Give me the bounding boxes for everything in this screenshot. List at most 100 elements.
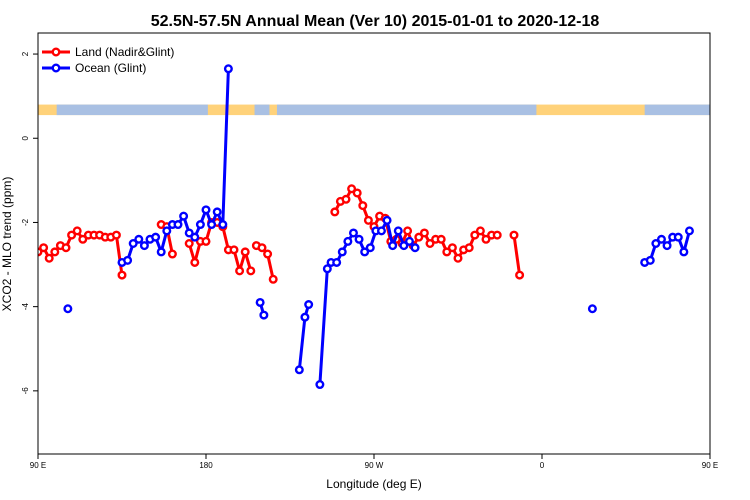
series-0-point-0-6: [67, 230, 77, 240]
series-1-point-1-11: [179, 211, 189, 221]
series-0-point-2-1: [190, 257, 200, 267]
series-1-point-1-4: [139, 241, 149, 251]
ocean-strip-2: [276, 104, 537, 116]
series-1-point-4-0: [315, 380, 325, 390]
series-0-point-4-24: [464, 243, 474, 253]
series-0-point-0-15: [117, 270, 127, 280]
series-1-point-4-16: [404, 236, 414, 246]
series-0-point-0-3: [50, 247, 60, 257]
series-0-point-4-16: [419, 228, 429, 238]
series-1-point-4-6: [348, 228, 358, 238]
series-1-line-1: [121, 68, 230, 264]
series-0-point-5-1: [515, 270, 525, 280]
series-1-point-4-17: [410, 243, 420, 253]
series-2-point-1-4: [662, 241, 672, 251]
series-1-point-4-7: [354, 234, 364, 244]
series-0-point-4-17: [425, 238, 435, 248]
series-2-point-1-1: [645, 255, 655, 265]
x-tick-label-1: 180: [199, 461, 213, 470]
y-tick-label-1: 0: [21, 135, 30, 140]
series-0-point-2-10: [240, 247, 250, 257]
series-0-point-0-5: [61, 243, 71, 253]
legend: Land (Nadir&Glint) Ocean (Glint): [42, 45, 174, 75]
legend-label-0: Land (Nadir&Glint): [75, 45, 174, 59]
x-axis: 90 E 180 90 W 0 90 E: [30, 454, 718, 470]
series-0: [38, 184, 525, 284]
series-2-point-1-2: [651, 238, 661, 248]
y-tick-label-0: 2: [21, 51, 30, 56]
series-1-point-4-12: [382, 215, 392, 225]
series-1-point-1-1: [123, 255, 133, 265]
y-axis-label: XCO2 - MLO trend (ppm): [0, 177, 14, 312]
series-1-point-4-8: [360, 247, 370, 257]
x-tick-label-2: 90 W: [365, 461, 384, 470]
series-1-point-1-12: [184, 228, 194, 238]
series-2-point-0-0: [587, 304, 597, 314]
series-1-point-2-1: [259, 310, 269, 320]
legend-marker-0: [51, 47, 61, 57]
series-0-point-4-2: [341, 194, 351, 204]
series-0-point-3-2: [263, 249, 273, 259]
series-1-point-4-5: [343, 236, 353, 246]
x-tick-label-0: 90 E: [30, 461, 46, 470]
series-1-point-4-11: [376, 226, 386, 236]
series-2: [587, 226, 694, 314]
series-1-point-2-0: [255, 297, 265, 307]
series-1-point-1-16: [207, 220, 217, 230]
legend-marker-1: [51, 63, 61, 73]
series-0-point-4-5: [358, 201, 368, 211]
series-1-point-3-0: [294, 365, 304, 375]
series-1-point-1-6: [151, 232, 161, 242]
series-1-point-4-1: [322, 264, 332, 274]
series-0-point-4-22: [453, 253, 463, 263]
ocean-strip-1: [254, 104, 270, 116]
x-tick-label-4: 90 E: [702, 461, 718, 470]
series-0-point-4-21: [447, 243, 457, 253]
series-1-point-1-7: [156, 247, 166, 257]
chart-title: 52.5N-57.5N Annual Mean (Ver 10) 2015-01…: [151, 13, 600, 30]
series-0-point-4-27: [481, 234, 491, 244]
y-axis: 2 0 -2 -4 -6: [21, 51, 38, 394]
legend-label-1: Ocean (Glint): [75, 61, 146, 75]
series-1-point-3-1: [300, 312, 310, 322]
land-ocean-mask: [38, 104, 710, 116]
series-1-point-1-3: [134, 234, 144, 244]
x-axis-label: Longitude (deg E): [326, 477, 421, 491]
series-0-point-2-11: [246, 266, 256, 276]
series-1-point-1-19: [223, 64, 233, 74]
series-0-point-4-20: [442, 247, 452, 257]
series-1-point-4-15: [399, 241, 409, 251]
series-1-point-1-14: [195, 220, 205, 230]
y-tick-label-2: -2: [21, 218, 30, 226]
series-1-point-1-13: [190, 232, 200, 242]
series-0-point-3-1: [257, 243, 267, 253]
series-0-point-4-25: [470, 230, 480, 240]
series-0-point-0-1: [39, 243, 49, 253]
series-1: [63, 64, 420, 390]
series-1-point-4-14: [393, 226, 403, 236]
series-0-point-4-0: [330, 207, 340, 217]
series-0-point-3-3: [268, 274, 278, 284]
y-tick-label-4: -6: [21, 387, 30, 395]
series-2-point-1-7: [679, 247, 689, 257]
series-0-point-4-3: [347, 184, 357, 194]
series-1-point-1-8: [162, 226, 172, 236]
series-1-point-1-2: [128, 238, 138, 248]
series-0-point-5-0: [509, 230, 519, 240]
y-tick-label-3: -4: [21, 303, 30, 311]
ocean-strip-3: [644, 104, 710, 116]
series-0-point-0-8: [78, 234, 88, 244]
series-0-point-2-8: [229, 245, 239, 255]
series-1-point-1-15: [201, 205, 211, 215]
series-0-point-4-19: [436, 234, 446, 244]
plot-area: [37, 32, 711, 455]
series-1-point-4-13: [388, 241, 398, 251]
series-1-point-0-0: [63, 304, 73, 314]
series-0-point-0-14: [111, 230, 121, 240]
series-0-point-4-6: [363, 215, 373, 225]
series-0-point-4-29: [492, 230, 502, 240]
series-2-point-1-3: [656, 234, 666, 244]
series-1-point-4-9: [365, 243, 375, 253]
series-0-point-2-3: [201, 236, 211, 246]
series-0-point-0-7: [72, 226, 82, 236]
